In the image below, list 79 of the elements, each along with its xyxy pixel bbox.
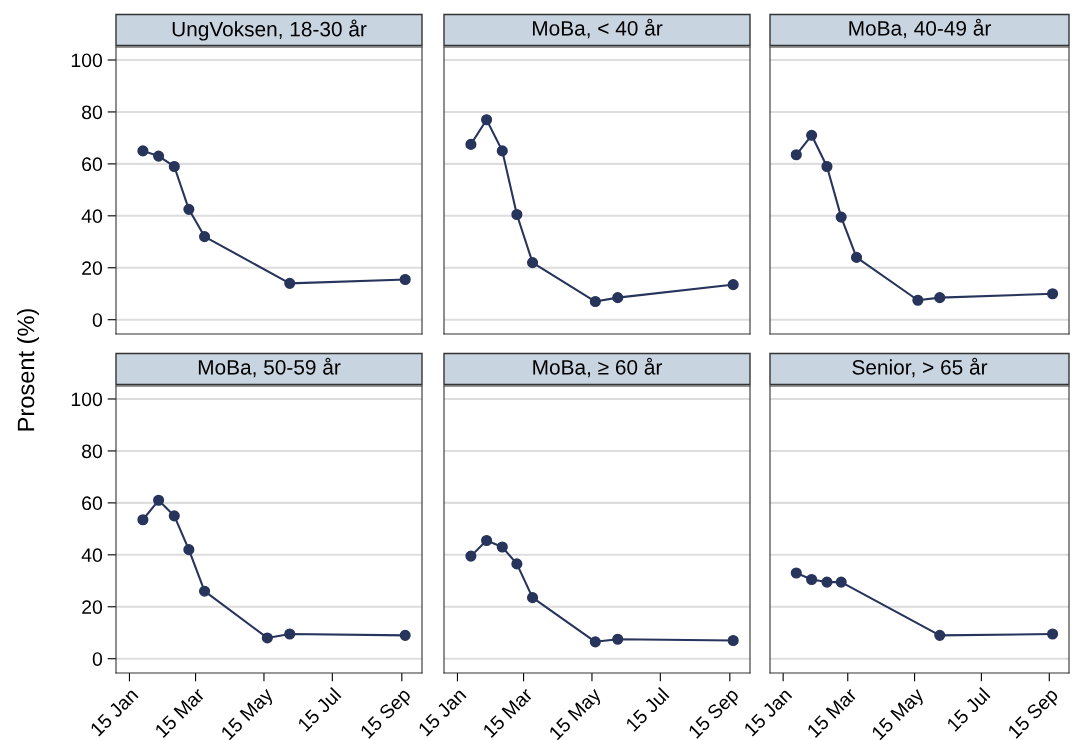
x-tick-label: 15 Sep — [1007, 687, 1062, 740]
y-tick-label: 40 — [81, 548, 103, 563]
point — [168, 160, 180, 173]
x-tick-label: 15 Jul — [624, 687, 670, 732]
point — [790, 149, 802, 161]
point — [589, 636, 601, 648]
point — [284, 277, 296, 289]
x-tick-label: 15 Mar — [154, 686, 206, 739]
point — [198, 231, 211, 243]
point — [481, 114, 493, 126]
y-tick-label: 20 — [82, 261, 103, 276]
point — [934, 292, 946, 304]
point — [1047, 628, 1059, 640]
point — [399, 629, 411, 641]
point — [912, 294, 924, 306]
point — [806, 129, 818, 141]
chart-title: MoBa, 50-59 år — [198, 357, 341, 378]
chart-title: MoBa, 40-49 år — [849, 18, 991, 39]
x-tick-label: 15 Jul — [945, 687, 991, 732]
x-tick-label: 15 May — [871, 686, 928, 740]
chart-title: MoBa, < 40 år — [532, 18, 663, 39]
x-tick-label: 15 Jan — [417, 687, 467, 737]
chart-title: UngVoksen, 18-30 år — [172, 19, 367, 41]
y-tick-label: 100 — [71, 392, 103, 407]
point — [496, 541, 508, 553]
point — [727, 279, 739, 291]
point — [589, 295, 601, 308]
y-axis-title: Prosent (%) — [17, 309, 39, 431]
point — [198, 585, 211, 597]
point — [465, 550, 477, 562]
point — [153, 494, 165, 506]
x-tick-label: 15 Mar — [806, 686, 858, 739]
y-tick-label: 40 — [81, 209, 103, 224]
y-tick-label: 20 — [82, 600, 103, 615]
point — [526, 257, 539, 269]
point — [481, 534, 493, 547]
point — [821, 160, 833, 173]
y-tick-label: 80 — [82, 105, 103, 120]
point — [850, 251, 863, 263]
point — [137, 145, 149, 157]
point — [183, 203, 195, 215]
x-tick-label: 15 Jan — [89, 687, 139, 737]
point — [1047, 288, 1059, 300]
x-tick-label: 15 Mar — [482, 686, 534, 739]
point — [465, 138, 477, 150]
point — [612, 633, 624, 645]
point — [806, 573, 818, 586]
point — [284, 628, 296, 640]
x-tick-label: 15 Sep — [359, 687, 415, 740]
x-tick-label: 15 Jan — [743, 687, 793, 737]
point — [934, 629, 946, 641]
point — [727, 634, 739, 647]
point — [168, 510, 180, 522]
point — [612, 292, 624, 304]
chart-title: MoBa, ≥ 60 år — [533, 357, 663, 378]
y-tick-label: 100 — [71, 53, 103, 68]
point — [835, 576, 847, 588]
x-tick-label: 15 Jul — [296, 687, 342, 732]
point — [137, 514, 149, 526]
x-tick-label: 15 May — [548, 686, 605, 740]
point — [261, 632, 273, 644]
chart-title: Senior, > 65 år — [852, 357, 988, 378]
point — [790, 567, 802, 579]
point — [511, 208, 523, 221]
point — [183, 544, 195, 556]
y-tick-label: 0 — [92, 313, 103, 327]
point — [821, 576, 833, 588]
point — [835, 211, 847, 223]
y-tick-label: 80 — [82, 444, 103, 459]
y-tick-label: 0 — [92, 652, 103, 666]
point — [526, 592, 539, 604]
point — [153, 150, 165, 162]
y-tick-label: 60 — [82, 157, 103, 172]
point — [496, 145, 508, 157]
x-tick-label: 15 May — [220, 686, 277, 740]
point — [511, 558, 523, 570]
point — [399, 273, 411, 286]
x-tick-label: 15 Sep — [687, 687, 743, 740]
y-tick-label: 60 — [82, 496, 103, 511]
